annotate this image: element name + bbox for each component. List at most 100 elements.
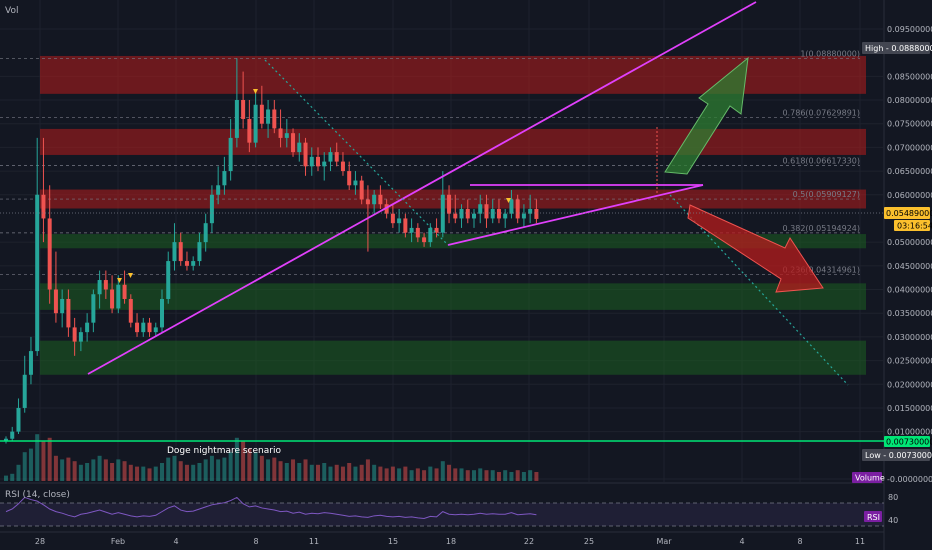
- candle-body: [415, 227, 420, 238]
- bullish-arrow-icon[interactable]: [664, 56, 749, 175]
- descending-dotted-line[interactable]: [264, 59, 449, 246]
- candle-body: [209, 194, 214, 224]
- volume-bar: [322, 463, 327, 481]
- trendlines[interactable]: [87, 1, 849, 386]
- candle-body: [110, 289, 115, 309]
- rsi-band: [0, 503, 884, 526]
- price-axis[interactable]: 0.09500000 0.08500000 0.08000000 0.07500000…: [887, 25, 932, 484]
- ascending-trendline[interactable]: [87, 1, 757, 375]
- bearish-arrow-icon[interactable]: [687, 204, 824, 293]
- volume-bar: [234, 437, 239, 481]
- volume-bar: [434, 468, 439, 481]
- low-line-badge: [884, 436, 930, 447]
- volume-bar: [384, 468, 389, 481]
- volume-bar: [496, 472, 501, 481]
- volume-bar: [16, 464, 21, 481]
- volume-bar: [378, 466, 383, 481]
- volume-bar: [515, 470, 520, 481]
- candle-body: [78, 332, 83, 342]
- volume-bar: [160, 463, 164, 481]
- time-tick-label: 28: [35, 537, 45, 546]
- rsi-level-40: 40: [888, 516, 898, 525]
- volume-bar: [353, 466, 358, 481]
- volume-bar: [128, 464, 133, 481]
- candle-body: [353, 180, 358, 186]
- candle-body: [384, 204, 389, 214]
- volume-bar: [359, 464, 364, 481]
- countdown-badge: [894, 220, 930, 231]
- candle-body: [303, 142, 308, 167]
- volume-bar: [216, 459, 221, 481]
- volume-tag-text: Volume: [855, 474, 885, 483]
- price-tick-label: 0.09500000: [887, 25, 932, 34]
- volume-bar: [191, 464, 196, 481]
- volume-bar: [403, 466, 408, 481]
- volume-bar: [291, 459, 296, 481]
- candle-body: [160, 298, 164, 328]
- volume-bar: [110, 463, 115, 481]
- countdown-text: 03:16:54: [897, 222, 932, 231]
- volume-bar: [334, 464, 339, 481]
- volume-bars: [4, 434, 539, 481]
- volume-bar: [340, 466, 345, 481]
- signal-marker-icon: [506, 198, 511, 203]
- price-tick-label: 0.05000000: [887, 238, 932, 247]
- projection-dotted-line[interactable]: [669, 194, 849, 386]
- triangle-lower-line[interactable]: [447, 184, 704, 246]
- volume-bar: [60, 459, 65, 481]
- volume-bar: [35, 434, 40, 481]
- volume-bar: [241, 441, 246, 481]
- fib-level-label: 0.618(0.06617330): [783, 157, 861, 166]
- candle-body: [459, 208, 464, 219]
- volume-tag: [852, 472, 882, 483]
- rsi-label: RSI (14, close): [5, 490, 70, 500]
- volume-bar: [528, 470, 533, 481]
- candle-body: [166, 261, 171, 299]
- volume-bar: [253, 452, 258, 481]
- time-tick-label: Mar: [656, 537, 672, 546]
- candle-body: [397, 218, 402, 224]
- volume-bar: [365, 459, 370, 481]
- fib-level-label: 1(0.08880000): [800, 49, 860, 58]
- volume-bar: [247, 448, 252, 481]
- candle-body: [297, 142, 302, 153]
- candle-body: [309, 156, 314, 167]
- candle-body: [291, 133, 296, 153]
- candle-body: [178, 242, 183, 262]
- low-badge-text: Low - 0.00730000: [865, 451, 932, 460]
- scenario-annotation: Doge nightmare scenario: [167, 446, 281, 456]
- volume-bar: [22, 452, 27, 481]
- candle-body: [528, 208, 533, 214]
- fib-level-label: 0.5(0.05909127): [793, 190, 860, 199]
- candle-body: [222, 171, 227, 186]
- candle-body: [4, 438, 8, 442]
- candle-body: [147, 322, 152, 333]
- volume-bar: [347, 463, 352, 481]
- candle-body: [53, 289, 58, 314]
- candle-body: [453, 213, 458, 219]
- candle-body: [91, 294, 96, 323]
- candle-body: [191, 261, 196, 266]
- candle-body: [97, 280, 102, 295]
- price-tick-label: 0.01000000: [887, 428, 932, 437]
- rsi-line: [5, 496, 537, 519]
- time-tick-label: 11: [855, 537, 865, 546]
- candle-body: [359, 180, 364, 200]
- time-tick-label: 15: [388, 537, 398, 546]
- candle-body: [85, 322, 90, 333]
- time-tick-label: 11: [309, 537, 319, 546]
- time-tick-label: 18: [446, 537, 456, 546]
- volume-bar: [415, 468, 420, 481]
- volume-bar: [440, 461, 445, 481]
- volume-bar: [47, 437, 52, 481]
- candle-body: [203, 223, 208, 243]
- signal-markers: [117, 89, 511, 283]
- time-axis[interactable]: 28 Feb 4 8 11 15 18 22 25 Mar 4 8 11: [35, 537, 865, 546]
- candle-body: [340, 161, 345, 172]
- signal-marker-icon: [253, 89, 258, 94]
- volume-bar: [10, 473, 15, 481]
- support-zone: [40, 340, 866, 375]
- candle-body: [403, 218, 408, 233]
- price-tick-label: 0.02500000: [887, 357, 932, 366]
